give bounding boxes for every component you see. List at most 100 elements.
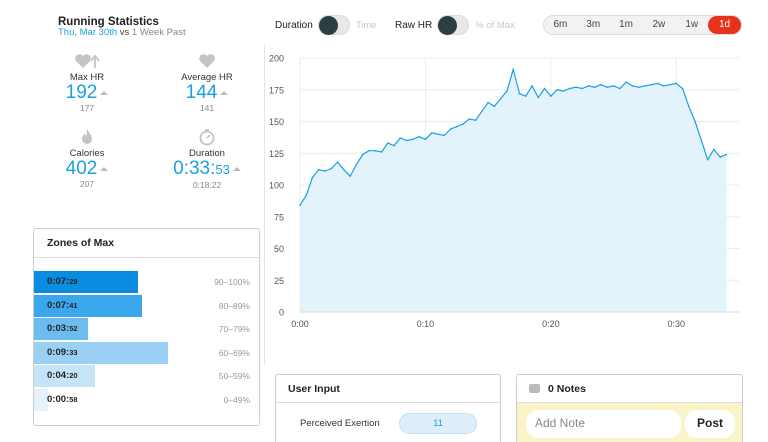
calories-previous: 207 <box>79 179 95 189</box>
hr-data-point <box>694 120 696 123</box>
hr-data-point <box>468 118 471 120</box>
hr-data-point <box>512 68 514 71</box>
hr-data-point <box>675 82 678 85</box>
zone-row: 0:07:29 90–100% <box>34 271 260 293</box>
zone-time-main: 0:07: <box>47 299 70 311</box>
hr-data-point <box>456 125 458 128</box>
hr-data-point <box>594 86 596 88</box>
add-note-input[interactable]: Add Note <box>526 410 681 438</box>
hr-data-point <box>656 82 659 85</box>
hr-data-point <box>405 139 408 142</box>
range-1d-button[interactable]: 1d <box>708 16 741 34</box>
duration-main: 0:33: <box>173 158 216 179</box>
hr-data-point <box>474 119 477 121</box>
page-title: Running Statistics <box>58 16 159 28</box>
zone-time: 0:07:41 <box>47 300 78 311</box>
post-note-button[interactable]: Post <box>685 410 735 438</box>
y-tick-label: 25 <box>274 276 284 286</box>
hr-data-point <box>706 158 709 161</box>
hr-data-point <box>644 85 646 87</box>
hr-data-point <box>600 83 602 86</box>
hr-data-point <box>568 87 571 90</box>
range-3m-button[interactable]: 3m <box>586 19 601 30</box>
hr-data-point <box>330 167 333 170</box>
hr-data-point <box>493 105 496 108</box>
trend-up-icon <box>100 166 109 171</box>
rawhr-toggle-group: Raw HR % of Max <box>395 15 515 35</box>
rawhr-toggle[interactable] <box>437 15 470 35</box>
hr-data-point <box>393 144 395 147</box>
hr-data-point <box>688 105 690 108</box>
duration-toggle[interactable] <box>317 15 350 35</box>
duration-label: Duration <box>189 148 225 159</box>
flame-icon <box>82 129 92 144</box>
perceived-exertion-value[interactable]: 11 <box>399 413 477 434</box>
hr-data-point <box>662 85 665 87</box>
y-tick-label: 100 <box>269 181 284 191</box>
heart-rate-chart[interactable]: 0 25 50 75 100 125 150 175 200 0:00 0:10 0:20 0:30 <box>265 45 745 335</box>
max-hr-number: 192 <box>65 82 98 103</box>
x-tick-label: 0:00 <box>291 319 309 329</box>
zone-time-main: 0:03: <box>47 323 70 334</box>
y-tick-label: 175 <box>269 85 284 95</box>
compare-period[interactable]: 1 Week Past <box>131 27 186 38</box>
y-tick-label: 75 <box>274 212 284 222</box>
zone-row: 0:04:20 50–59% <box>34 365 260 387</box>
zone-time-seconds: 29 <box>69 277 78 286</box>
avg-hr-value: 144 <box>162 83 252 103</box>
hr-data-point <box>681 87 684 90</box>
hr-data-point <box>437 133 439 135</box>
zone-range: 60–69% <box>218 347 250 358</box>
hr-data-point <box>418 135 420 138</box>
user-input-panel: User Input Perceived Exertion 11 <box>275 374 501 442</box>
zone-time: 0:00:58 <box>47 394 78 405</box>
range-2w-button[interactable]: 2w <box>652 19 666 30</box>
zone-time-seconds: 41 <box>69 300 78 310</box>
hr-data-point <box>449 128 452 130</box>
max-hr-label: Max HR <box>69 72 105 83</box>
hr-data-point <box>631 85 634 87</box>
zone-time-main: 0:07: <box>47 276 70 287</box>
zone-time-seconds: 33 <box>69 347 78 357</box>
hr-data-point <box>719 156 721 158</box>
hr-data-point <box>380 151 383 153</box>
zone-time-main: 0:04: <box>47 370 70 381</box>
hr-data-point <box>606 86 609 88</box>
zone-time-main: 0:09: <box>47 346 70 358</box>
zone-range: 70–79% <box>218 324 250 334</box>
hr-data-point <box>700 139 703 142</box>
trend-up-icon <box>220 90 229 95</box>
range-1m-button[interactable]: 1m <box>619 19 634 30</box>
hr-data-point <box>443 134 445 137</box>
hr-data-point <box>361 153 364 156</box>
zone-time-seconds: 52 <box>69 324 78 333</box>
range-6m-button[interactable]: 6m <box>553 19 568 30</box>
zone-range: 50–59% <box>218 371 250 381</box>
zone-bar <box>34 365 96 387</box>
perceived-exertion-label: Perceived Exertion <box>300 418 380 429</box>
hr-data-point <box>531 85 533 87</box>
hr-data-point <box>368 149 370 152</box>
zone-bar <box>34 388 48 411</box>
hr-data-point <box>550 95 552 97</box>
note-composer: Add Note Post <box>517 403 742 442</box>
heart-up-icon <box>75 54 100 68</box>
zone-row: 0:00:58 0–49% <box>34 388 260 411</box>
notes-header: 0 Notes <box>517 375 742 403</box>
hr-data-point <box>318 169 320 171</box>
range-1w-button[interactable]: 1w <box>685 19 699 30</box>
heart-icon <box>199 54 215 68</box>
vs-label: vs <box>119 27 130 38</box>
notes-panel: 0 Notes Add Note Post <box>516 374 743 442</box>
toggle-knob <box>438 16 458 35</box>
hr-data-point <box>399 137 402 139</box>
percent-max-toggle-label: % of Max <box>475 19 515 31</box>
trend-up-icon <box>232 166 241 171</box>
hr-data-point <box>336 161 339 163</box>
hr-data-point <box>619 87 621 90</box>
hr-data-point <box>518 92 521 95</box>
zone-time: 0:09:33 <box>47 347 78 358</box>
current-date[interactable]: Thu, Mar 30th <box>58 27 118 38</box>
y-tick-label: 0 <box>279 308 284 318</box>
x-tick-label: 0:20 <box>542 319 560 329</box>
